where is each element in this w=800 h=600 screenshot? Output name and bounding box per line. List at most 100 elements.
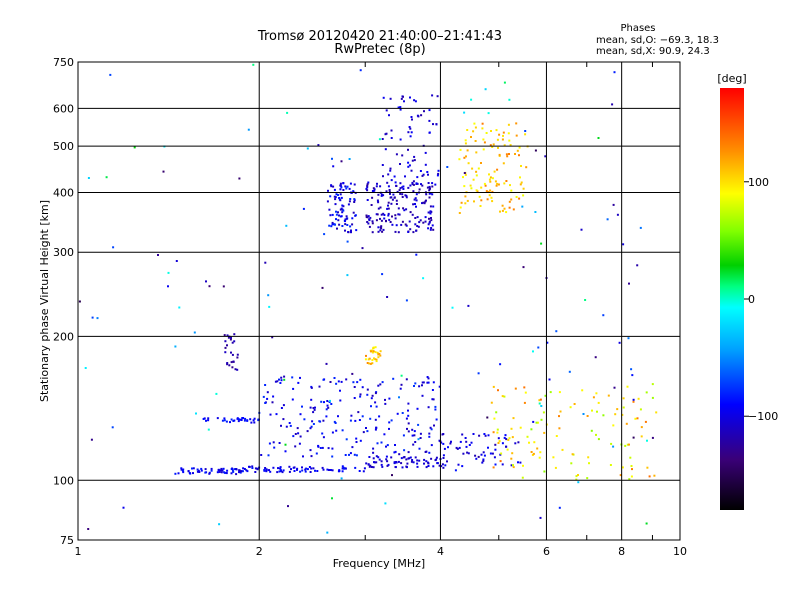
data-point <box>588 462 590 465</box>
data-point <box>501 209 504 212</box>
data-point <box>323 401 325 404</box>
data-point <box>511 452 514 455</box>
data-point <box>265 468 268 471</box>
data-point <box>374 351 377 354</box>
data-point <box>122 506 125 509</box>
data-point <box>503 144 506 147</box>
data-point <box>395 199 398 202</box>
data-point <box>508 98 511 101</box>
data-point <box>446 460 448 463</box>
data-point <box>518 146 521 149</box>
data-point <box>427 381 430 384</box>
data-point <box>499 453 502 456</box>
data-point <box>366 186 369 189</box>
data-point <box>368 218 371 221</box>
data-point <box>379 217 381 220</box>
data-point <box>393 175 396 178</box>
data-point <box>590 429 593 432</box>
data-point <box>310 386 313 389</box>
data-point <box>230 468 233 470</box>
data-point <box>401 412 404 414</box>
y-tick-label: 300 <box>53 246 74 259</box>
data-point <box>339 184 342 187</box>
data-point <box>414 100 417 103</box>
data-point <box>367 463 370 466</box>
data-point <box>651 383 654 386</box>
data-point <box>346 240 349 243</box>
data-point <box>577 474 579 476</box>
data-point <box>333 377 336 379</box>
data-point <box>382 194 385 197</box>
data-point <box>496 431 499 434</box>
data-point <box>534 211 537 213</box>
data-point <box>264 467 267 469</box>
data-point <box>413 155 416 158</box>
data-point <box>369 464 372 467</box>
colorbar-tick-label: 0 <box>748 293 755 306</box>
data-point <box>365 354 367 357</box>
data-point <box>503 207 506 210</box>
data-point <box>628 282 630 285</box>
data-point <box>407 414 410 417</box>
data-point <box>366 184 369 187</box>
data-point <box>344 218 347 221</box>
data-point <box>371 222 374 225</box>
data-point <box>475 170 478 173</box>
data-point <box>423 202 426 205</box>
data-point <box>337 470 340 473</box>
data-point <box>329 469 332 471</box>
data-point <box>482 459 485 462</box>
data-point <box>353 183 356 186</box>
data-point <box>341 204 344 207</box>
data-point <box>470 187 473 190</box>
data-point <box>640 435 643 438</box>
data-point <box>301 469 304 472</box>
data-point <box>484 434 487 437</box>
data-point <box>367 215 370 218</box>
data-point <box>349 419 352 422</box>
data-point <box>389 97 392 100</box>
data-point <box>482 458 485 461</box>
data-point <box>481 122 484 125</box>
data-point <box>430 217 432 219</box>
data-point <box>162 170 165 173</box>
data-point <box>223 471 226 474</box>
data-point <box>247 128 250 131</box>
data-point <box>621 466 624 469</box>
data-point <box>346 185 349 188</box>
data-point <box>288 470 291 473</box>
data-point <box>178 306 181 309</box>
data-point <box>597 438 600 441</box>
data-point <box>381 138 384 140</box>
data-point <box>366 221 369 223</box>
data-point <box>442 457 445 459</box>
data-point <box>569 406 572 409</box>
data-point <box>487 434 490 437</box>
data-point <box>371 359 374 361</box>
data-point <box>208 285 211 288</box>
data-point <box>424 151 427 154</box>
data-point <box>349 182 352 185</box>
data-point <box>618 341 621 344</box>
data-point <box>372 447 375 450</box>
data-point <box>375 455 378 458</box>
data-point <box>375 405 378 408</box>
data-point <box>405 458 408 461</box>
data-point <box>340 215 343 218</box>
data-point <box>539 398 542 401</box>
data-point <box>333 420 336 423</box>
colorbar-ticks: 100 0 −100 <box>744 176 778 423</box>
data-point <box>228 364 231 367</box>
data-point <box>222 285 225 288</box>
colorbar-tick-label: −100 <box>748 410 778 423</box>
data-point <box>345 378 348 381</box>
data-point <box>90 438 93 441</box>
data-point <box>272 466 275 469</box>
data-point <box>109 73 112 76</box>
data-point <box>488 173 490 176</box>
data-point <box>133 146 136 149</box>
data-point <box>399 192 402 195</box>
data-point <box>406 462 409 465</box>
data-point <box>411 428 414 431</box>
data-point <box>306 147 309 150</box>
